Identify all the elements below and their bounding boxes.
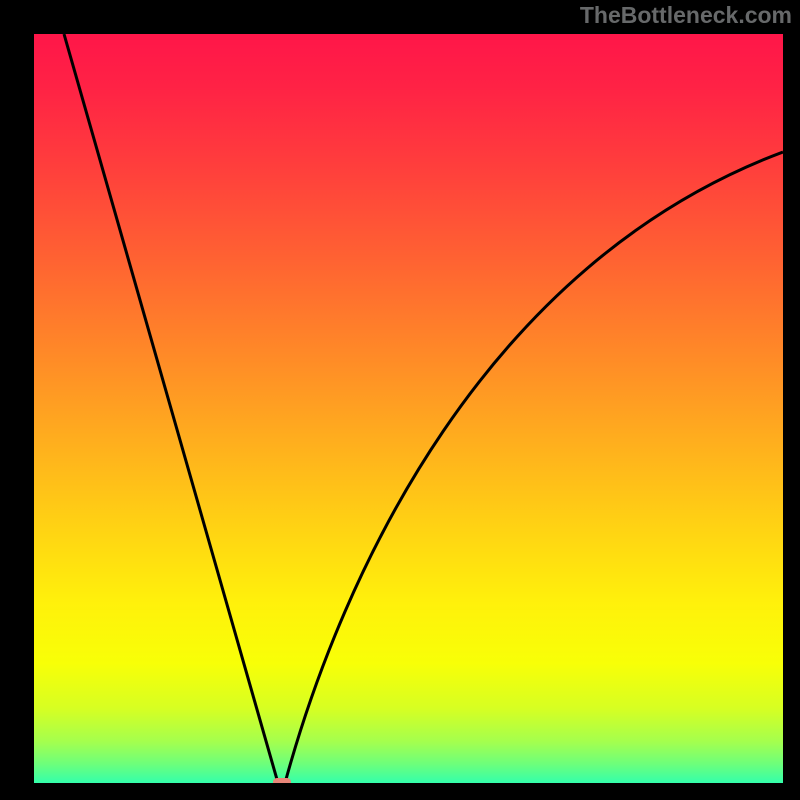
gradient-background bbox=[34, 34, 783, 783]
watermark-text: TheBottleneck.com bbox=[580, 2, 792, 29]
frame-border-left bbox=[0, 0, 34, 800]
valley-marker bbox=[273, 778, 291, 783]
chart-svg bbox=[34, 34, 783, 783]
frame-border-bottom bbox=[0, 783, 800, 800]
frame-border-right bbox=[783, 0, 800, 800]
bottleneck-chart bbox=[34, 34, 783, 783]
